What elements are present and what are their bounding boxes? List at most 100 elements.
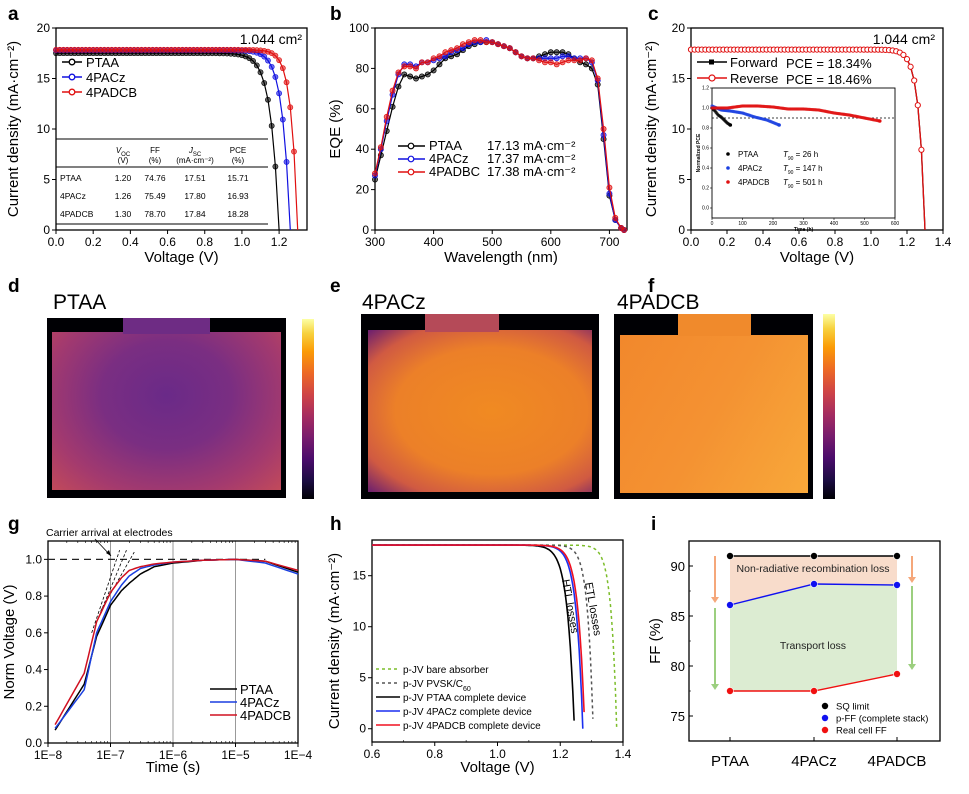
x-tick-label: 1.2 <box>899 235 916 249</box>
heatmap-4padcb <box>614 314 813 499</box>
y-axis-label: FF (%) <box>647 618 664 664</box>
data-point <box>413 65 419 72</box>
y-tick-label: 1.0 <box>25 552 42 566</box>
data-point <box>413 75 419 82</box>
data-point <box>395 69 402 76</box>
inset-x-tick-label: 200 <box>769 221 778 227</box>
data-point <box>577 57 584 64</box>
heatmap-4pacz <box>361 314 599 499</box>
data-point <box>430 67 437 74</box>
y-tick-label: 10 <box>37 122 51 136</box>
panel-label-e: e <box>330 276 341 297</box>
y-tick-label: 15 <box>37 72 51 86</box>
y-tick-label: 85 <box>671 609 685 624</box>
series-line-4PADBC <box>374 39 625 231</box>
x-tick-label: 700 <box>599 235 619 249</box>
heatmap-ptaa-tab <box>123 318 210 334</box>
data-point <box>253 62 260 69</box>
area-annotation: 1.044 cm² <box>873 31 936 47</box>
x-tick-label: 0.4 <box>122 235 139 249</box>
colorbar-d <box>302 319 314 499</box>
data-point <box>261 53 268 60</box>
heatmap-4padcb-tab <box>678 314 751 336</box>
inset-y-tick-label: 0.4 <box>702 166 709 172</box>
table-cell: 1.30 <box>115 209 132 219</box>
table-cell: 17.84 <box>184 209 206 219</box>
heatmap-ptaa <box>47 318 286 498</box>
inset-x-tick-label: 500 <box>860 221 869 227</box>
table-header: FF <box>150 146 160 155</box>
y-axis-label: Current density (mA·cm⁻²) <box>5 41 22 217</box>
table-cell: 74.76 <box>144 173 166 183</box>
data-point <box>276 57 283 64</box>
nonrad-arrow-right-head <box>908 577 916 583</box>
table-cell: 75.49 <box>144 191 166 201</box>
data-point <box>726 601 734 609</box>
y-tick-label: 100 <box>349 21 369 35</box>
table-cell: PTAA <box>60 173 82 183</box>
data-point <box>918 146 925 153</box>
data-point <box>272 52 279 59</box>
legend-label: SQ limit <box>836 702 870 713</box>
inset-x-tick-label: 0 <box>711 221 714 227</box>
series-line-p-JV-4PADCB-complete-device <box>372 544 585 713</box>
heatmap-d-title: PTAA <box>53 291 107 314</box>
data-point <box>287 104 294 111</box>
transport-arrow-right-head <box>908 664 916 670</box>
y-axis-label: Norm Voltage (V) <box>1 584 18 699</box>
legend-label: p-JV PVSK/C60 <box>403 679 471 693</box>
legend-label: p-FF (complete stack) <box>836 714 928 725</box>
data-point <box>547 49 554 56</box>
data-point <box>401 63 408 70</box>
data-point <box>268 63 275 70</box>
data-point <box>265 96 271 103</box>
legend-marker <box>821 726 829 734</box>
heatmap-ptaa-active-area <box>52 332 281 490</box>
data-point <box>489 39 496 46</box>
data-point <box>436 53 443 60</box>
data-point <box>424 71 431 78</box>
panel-label-a: a <box>8 4 19 25</box>
x-tick-label: 1.0 <box>863 235 880 249</box>
inset-y-tick-label: 0.6 <box>702 146 709 152</box>
data-point <box>547 59 554 66</box>
category-label: 4PACz <box>791 753 837 770</box>
tangent-line <box>91 550 121 633</box>
table-cell: 78.70 <box>144 209 166 219</box>
x-axis-label: Wavelength (nm) <box>444 249 558 266</box>
x-tick-label: 400 <box>424 235 444 249</box>
y-tick-label: 0.6 <box>25 626 42 640</box>
category-label: 4PADCB <box>868 753 927 770</box>
data-point <box>283 158 290 165</box>
data-point <box>483 39 490 46</box>
data-point <box>389 87 396 94</box>
legend-value: 17.37 mA·cm⁻² <box>487 151 576 166</box>
table-header-unit: (mA·cm⁻²) <box>176 156 214 165</box>
legend-label: Forward <box>730 55 778 70</box>
data-point <box>893 581 901 589</box>
x-tick-label: 1.4 <box>615 747 632 761</box>
chart-b-eqe: 0 20 40 60 80 100 300 400 500 600 700 Wavelength (n… <box>327 21 628 266</box>
x-tick-label: 1.0 <box>489 747 506 761</box>
y-tick-label: 0.4 <box>25 663 42 677</box>
data-point <box>395 83 402 90</box>
legend-marker <box>708 74 716 82</box>
data-point <box>911 77 918 84</box>
y-tick-label: 5 <box>43 173 50 187</box>
data-point <box>893 670 901 678</box>
data-point <box>588 57 595 64</box>
inset-y-tick-label: 1.0 <box>702 106 709 112</box>
data-point <box>583 55 589 62</box>
data-point <box>407 63 414 70</box>
inset-x-label: Time (h) <box>794 227 814 233</box>
x-axis-label: Time (s) <box>146 759 200 776</box>
legend-label: 4PACz <box>429 151 469 166</box>
panel-label-g: g <box>8 514 20 535</box>
legend-label: Real cell FF <box>836 726 887 737</box>
x-tick-label: 1E−8 <box>34 748 63 762</box>
y-tick-label: 0 <box>359 722 366 736</box>
data-point <box>283 79 290 86</box>
table-cell: 17.51 <box>184 173 206 183</box>
chart-h-pseudo-jv: 0 5 10 15 0.6 0.8 1.0 1.2 1.4 Voltage (V) Current … <box>326 539 632 776</box>
data-point <box>495 41 502 48</box>
